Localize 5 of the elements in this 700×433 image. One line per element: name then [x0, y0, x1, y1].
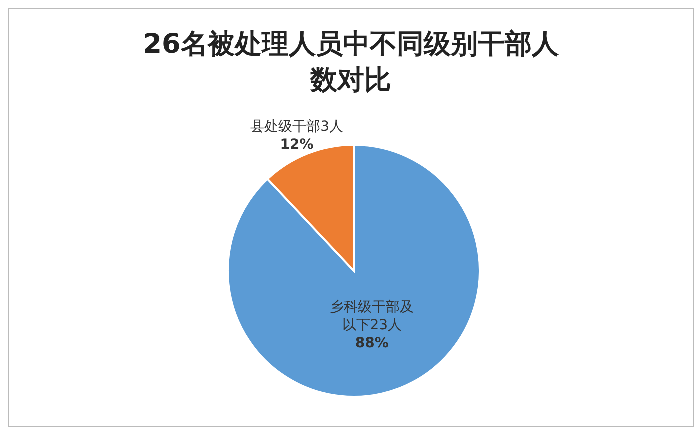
slice-label: 县处级干部3人	[250, 118, 344, 135]
data-label: 88%	[355, 336, 389, 352]
slice-label: 乡科级干部及以下23人	[330, 300, 414, 334]
data-label: 12%	[280, 136, 314, 153]
chart-title: 26名被处理人员中不同级别干部人数对比	[142, 28, 560, 98]
